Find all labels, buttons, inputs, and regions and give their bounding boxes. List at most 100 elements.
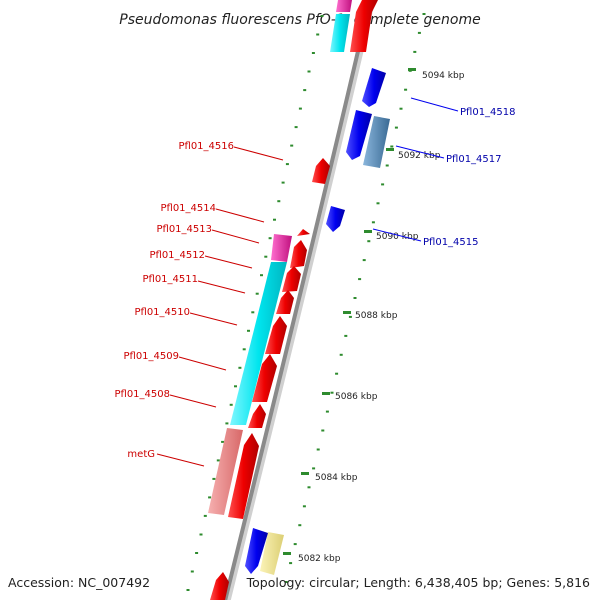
tick-mark [362,259,366,262]
gene-label-pfl01-4508[interactable]: Pfl01_4508 [114,389,170,400]
tick-mark [216,459,220,462]
tick-mark [294,126,298,129]
gene-label-pfl01-4514[interactable]: Pfl01_4514 [160,203,216,214]
gene-label-pfl01-4513[interactable]: Pfl01_4513 [156,224,212,235]
magenta-orf [271,234,292,262]
tick-mark [376,202,380,205]
right-gene-labels: Pfl01_4518 Pfl01_4517 Pfl01_4515 [372,97,516,248]
gene-label-pfl01-4516[interactable]: Pfl01_4516 [178,141,234,152]
inner-tick-ring [186,15,324,591]
reverse-cds-pfl01-4515 [326,206,345,232]
tick-mark [195,552,199,554]
map-title: Pseudomonas fluorescens PfO-1, complete … [119,12,480,28]
tick-mark [422,13,426,15]
forward-cds-pfl01-4511 [276,290,294,314]
tick-mark [234,385,237,388]
gene-label-pfl01-4518[interactable]: Pfl01_4518 [460,107,516,118]
forward-cds-pfl01-4514 [297,229,310,236]
tick-mark [255,292,259,295]
tick-mark [307,70,311,73]
tick-mark [303,89,307,92]
tick-mark [281,181,285,184]
tick-mark [311,52,315,54]
cyan-orf [230,262,287,425]
forward-cds-metg [228,433,259,519]
tick-mark [229,403,233,406]
tick-mark [242,348,246,351]
reverse-cds-pfl01-4518 [362,68,386,107]
scale-label-5086: 5086 kbp [335,392,378,402]
tick-mark [264,255,268,258]
tick-mark [371,221,375,224]
tick-mark [417,31,421,34]
tick-mark [251,311,255,314]
scale-label-5092: 5092 kbp [398,151,441,161]
tick-mark [212,477,216,480]
cds-track [210,0,386,600]
tick-mark [394,126,398,129]
tick-mark [358,278,362,281]
gene-label-metg[interactable]: metG [127,449,155,460]
tick-mark [404,88,408,91]
reverse-cds-pfl01-4517 [346,110,372,160]
tick-mark [413,50,417,53]
tick-mark [307,486,311,489]
forward-cds-pfl01-4510 [265,316,287,354]
gene-label-pfl01-4515[interactable]: Pfl01_4515 [423,237,479,248]
tick-mark [385,164,389,167]
tick-mark [312,467,316,470]
tick-mark [298,107,302,110]
gene-label-pfl01-4510[interactable]: Pfl01_4510 [134,307,190,318]
tick-mark [325,410,329,413]
tick-mark [353,297,357,299]
cyan-orf-top [330,14,350,52]
khaki-orf [260,532,284,575]
left-gene-labels: Pfl01_4516 Pfl01_4514 Pfl01_4513 Pfl01_4… [114,141,284,467]
tick-mark [268,237,272,240]
forward-cds-pfl01-4513 [290,240,307,268]
gene-label-pfl01-4517[interactable]: Pfl01_4517 [446,154,502,165]
tick-mark [221,440,225,443]
pink-orf [208,428,243,515]
tick-mark [298,524,302,527]
tick-mark [381,183,385,186]
magenta-orf-top [336,0,352,12]
tick-mark [186,589,190,591]
reverse-cds-bottom [245,528,268,574]
scale-label-5082: 5082 kbp [298,554,341,564]
forward-cds-pfl01-4512 [282,266,301,292]
tick-mark [208,496,212,499]
tick-mark [273,218,276,221]
tick-mark [225,422,229,425]
tick-mark [284,581,288,583]
tick-mark [260,274,263,277]
tick-mark [190,570,194,573]
scale-label-5094: 5094 kbp [422,71,465,81]
tick-mark [289,562,293,565]
gene-label-pfl01-4512[interactable]: Pfl01_4512 [149,250,205,261]
tick-mark [277,200,281,203]
forward-cds-bottom [210,572,229,600]
gene-label-pfl01-4509[interactable]: Pfl01_4509 [123,351,179,362]
tick-mark [316,448,320,451]
tick-mark [330,391,334,394]
tick-mark [203,514,207,517]
inner-orf-track [208,0,390,575]
scale-label-5088: 5088 kbp [355,311,398,321]
tick-mark [321,429,325,432]
forward-cds-pfl01-4509 [252,354,277,402]
accession-text: Accession: NC_007492 [8,575,150,590]
tick-mark [247,329,250,332]
tick-mark [390,145,394,148]
tick-mark [348,315,352,318]
gene-label-pfl01-4511[interactable]: Pfl01_4511 [142,274,198,285]
forward-cds-pfl01-4508 [248,404,266,428]
tick-mark [367,240,371,243]
tick-mark [290,144,294,147]
steel-orf [363,116,390,168]
tick-mark [316,33,320,36]
forward-cds-pfl01-4516 [312,158,330,184]
tick-mark [399,107,403,110]
tick-mark [293,543,297,546]
